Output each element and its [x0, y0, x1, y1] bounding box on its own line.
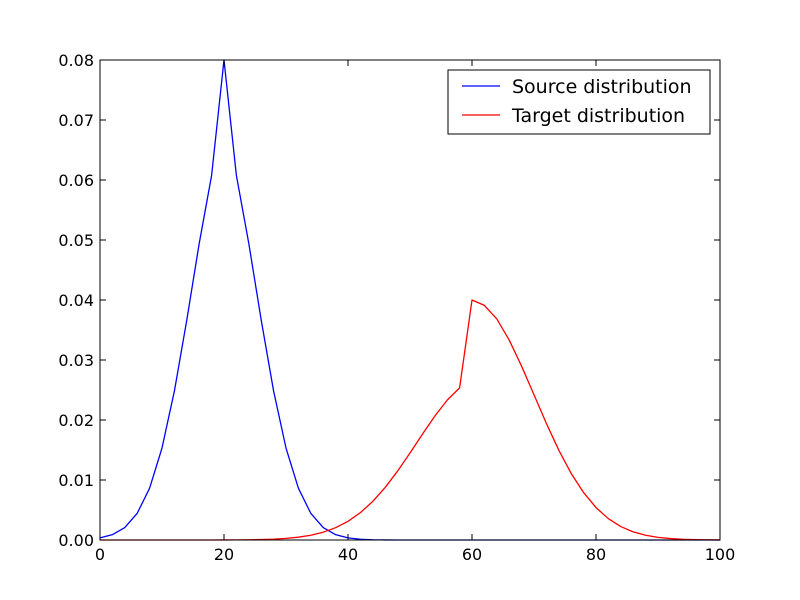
ticks-layer: 0 20 40 60 80 100 0.00 0.01 0.02 0.03 0.04 0.05 0.06… — [58, 51, 735, 564]
x-tick-label: 0 — [95, 545, 105, 564]
y-tick-label: 0.01 — [58, 471, 94, 490]
y-tick-label: 0.06 — [58, 171, 94, 190]
x-tick-label: 100 — [705, 545, 736, 564]
y-tick-label: 0.07 — [58, 111, 94, 130]
legend: Source distribution Target distribution — [447, 69, 711, 135]
y-tick-label: 0.08 — [58, 51, 94, 70]
y-tick-label: 0.02 — [58, 411, 94, 430]
legend-entry-label: Target distribution — [511, 105, 685, 127]
legend-box — [447, 69, 711, 135]
x-tick-label: 40 — [338, 545, 358, 564]
y-tick-label: 0.00 — [58, 531, 94, 550]
y-tick-label: 0.04 — [58, 291, 94, 310]
y-tick-label: 0.03 — [58, 351, 94, 370]
x-tick-label: 60 — [462, 545, 482, 564]
series-line-target-distribution — [100, 299, 721, 541]
x-tick-label: 20 — [214, 545, 234, 564]
x-tick-label: 80 — [586, 545, 606, 564]
y-tick-label: 0.05 — [58, 231, 94, 250]
legend-entry-label: Source distribution — [512, 76, 692, 98]
